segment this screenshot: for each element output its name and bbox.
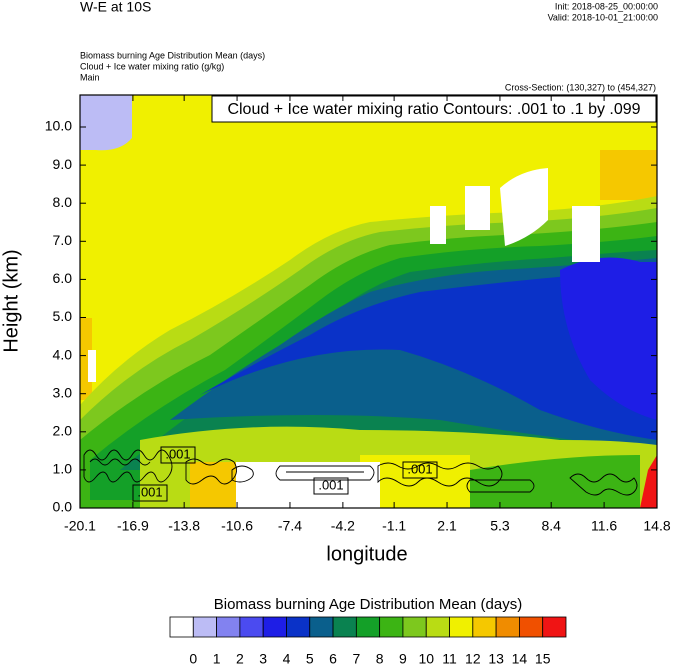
y-tick-label: 10.0	[45, 118, 72, 134]
colorbar-label: 0	[189, 651, 197, 667]
field-region	[600, 150, 657, 200]
x-tick-label: -13.8	[168, 518, 200, 534]
colorbar-title: Biomass burning Age Distribution Mean (d…	[214, 596, 522, 613]
colorbar-label: 12	[465, 651, 481, 667]
contour-label-box	[132, 484, 168, 502]
y-tick-label: 3.0	[53, 384, 73, 400]
colorbar-box	[262, 616, 287, 638]
subtitle: Main	[80, 72, 100, 82]
field-region	[236, 462, 380, 508]
y-tick-label: 0.0	[53, 499, 73, 515]
colorbar-label: 1	[213, 651, 221, 667]
plot-frame	[79, 94, 658, 509]
colorbar-label: 2	[236, 651, 244, 667]
chart-title: W-E at 10S	[80, 0, 151, 15]
colorbar-box	[286, 616, 311, 638]
colorbar-box	[216, 616, 241, 638]
colorbar-box	[309, 616, 334, 638]
field-region	[190, 462, 236, 508]
x-tick-label: -1.1	[382, 518, 406, 534]
field-title: Biomass burning Age Distribution Mean (d…	[80, 50, 265, 60]
y-tick-label: 1.0	[53, 461, 73, 477]
colorbar-box	[355, 616, 381, 638]
contour-lines	[83, 449, 638, 496]
contour-label: .001	[318, 477, 343, 492]
colorbar-label: 15	[535, 651, 551, 667]
field-region	[80, 95, 132, 151]
contour-info: Cloud + Ice water mixing ratio Contours:…	[227, 101, 640, 118]
contour-label-box	[402, 461, 438, 479]
x-tick-label: 14.8	[643, 518, 670, 534]
x-tick-label: -20.1	[64, 518, 96, 534]
contour-label-box	[160, 446, 196, 464]
x-axis-label: longitude	[326, 543, 407, 565]
x-tick-label: 5.3	[490, 518, 510, 534]
field-region	[500, 168, 548, 246]
y-tick-label: 8.0	[53, 194, 73, 210]
field-region	[465, 186, 490, 230]
field-region	[430, 206, 446, 244]
x-tick-label: -7.4	[278, 518, 302, 534]
y-axis-label: Height (km)	[0, 249, 22, 352]
y-tick-label: 5.0	[53, 308, 73, 324]
contour-label: .001	[137, 484, 162, 499]
colorbar-label: 9	[399, 651, 407, 667]
contour-info-box	[211, 95, 657, 123]
colorbar: 0 1 2 3 4 5 6 7 8 9 10 11 12 13 14 15	[169, 616, 567, 667]
cross-section: Cross-Section: (130,327) to (454,327)	[505, 82, 656, 92]
y-tick-label: 7.0	[53, 232, 73, 248]
colorbar-label: 8	[376, 651, 384, 667]
colorbar-label: 4	[283, 651, 291, 667]
colorbar-label: 10	[418, 651, 434, 667]
field-region	[200, 270, 657, 440]
valid-time: Valid: 2018-10-01_21:00:00	[548, 12, 658, 22]
x-tick-label: 2.1	[437, 518, 457, 534]
x-tick-label: -16.9	[117, 518, 149, 534]
field-region	[88, 350, 96, 382]
colorbar-box	[519, 616, 544, 638]
x-tick-label: -4.2	[331, 518, 355, 534]
colorbar-box	[542, 616, 567, 638]
colorbar-label: 13	[488, 651, 504, 667]
colorbar-box	[192, 616, 217, 638]
colorbar-label: 11	[442, 651, 457, 667]
y-tick-label: 2.0	[53, 423, 73, 439]
colorbar-box	[495, 616, 520, 638]
colorbar-box	[472, 616, 497, 638]
field-region	[560, 257, 657, 420]
colorbar-label: 14	[512, 651, 528, 667]
field-region	[572, 206, 600, 262]
contour-label: .001	[165, 446, 190, 461]
init-time: Init: 2018-08-25_00:00:00	[555, 1, 658, 11]
colorbar-box	[449, 616, 474, 638]
y-tick-label: 9.0	[53, 156, 73, 172]
contour-label: .001	[407, 461, 432, 476]
contour-field-title: Cloud + Ice water mixing ratio (g/kg)	[80, 61, 224, 71]
field-region	[640, 455, 657, 508]
colorbar-label: 5	[306, 651, 314, 667]
colorbar-label: 6	[329, 651, 337, 667]
y-tick-label: 6.0	[53, 270, 73, 286]
colorbar-box	[169, 616, 194, 638]
x-tick-label: 11.6	[591, 518, 617, 534]
colorbar-label: 3	[259, 651, 267, 667]
colorbar-box	[332, 616, 357, 638]
colorbar-box	[379, 616, 404, 638]
y-tick-label: 4.0	[53, 346, 73, 362]
colorbar-box	[425, 616, 450, 638]
colorbar-box	[402, 616, 427, 638]
field	[80, 95, 657, 508]
contour-label-box	[313, 477, 349, 495]
x-tick-label: -10.6	[221, 518, 253, 534]
colorbar-label: 7	[352, 651, 360, 667]
x-tick-label: 8.4	[541, 518, 561, 534]
colorbar-box	[239, 616, 264, 638]
